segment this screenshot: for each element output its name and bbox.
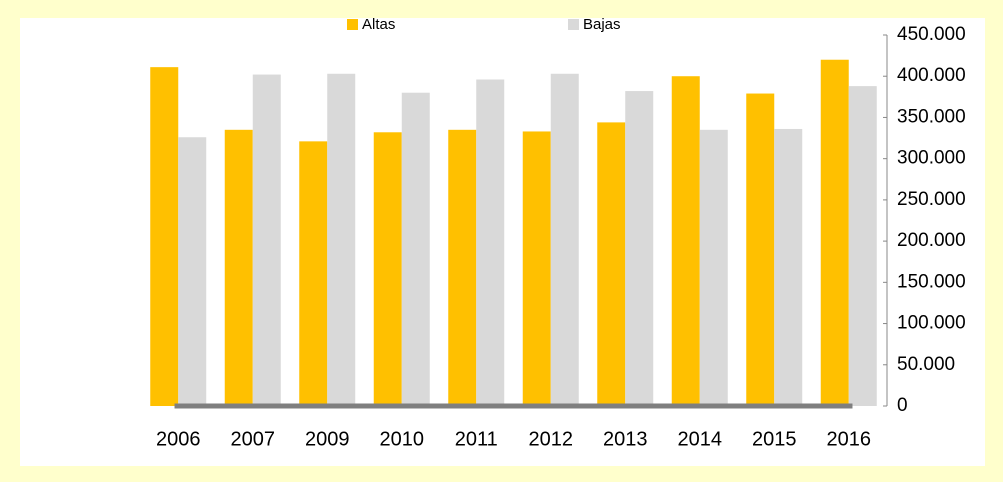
bar <box>820 59 849 406</box>
y-tick-label: 150.000 <box>897 271 966 292</box>
bar <box>848 86 877 407</box>
x-tick-label: 2007 <box>231 428 276 450</box>
y-tick-label: 200.000 <box>897 230 966 251</box>
bar <box>373 132 402 407</box>
bar <box>746 93 775 406</box>
legend-label: Bajas <box>583 16 621 33</box>
bar <box>327 73 356 406</box>
y-tick-label: 250.000 <box>897 189 966 210</box>
bar <box>401 92 430 406</box>
y-tick-label: 400.000 <box>897 65 966 86</box>
bar <box>671 76 700 406</box>
bar <box>625 91 654 406</box>
x-tick-label: 2012 <box>529 428 574 450</box>
bar <box>597 122 626 406</box>
x-tick-label: 2006 <box>156 428 201 450</box>
x-tick-label: 2010 <box>380 428 425 450</box>
bar <box>299 141 328 406</box>
y-tick-label: 50.000 <box>897 354 955 375</box>
legend-label: Altas <box>362 16 395 33</box>
x-tick-label: 2014 <box>678 428 723 450</box>
x-tick-label: 2016 <box>827 428 872 450</box>
bar <box>224 129 253 407</box>
y-tick-label: 0 <box>897 395 908 416</box>
x-tick-label: 2015 <box>752 428 797 450</box>
legend-swatch <box>568 19 579 30</box>
bar <box>178 137 207 406</box>
y-tick-label: 450.000 <box>897 24 966 45</box>
y-tick-label: 350.000 <box>897 106 966 127</box>
bar <box>550 73 579 406</box>
x-tick-label: 2013 <box>603 428 648 450</box>
bar <box>448 129 477 407</box>
y-tick-label: 300.000 <box>897 148 966 169</box>
bar <box>774 128 803 406</box>
bar <box>252 74 281 406</box>
x-tick-label: 2009 <box>305 428 350 450</box>
bar <box>699 129 728 407</box>
y-tick-label: 100.000 <box>897 313 966 334</box>
bar <box>522 131 551 406</box>
x-tick-label: 2011 <box>455 428 498 450</box>
legend-swatch <box>347 19 358 30</box>
bar <box>150 67 179 407</box>
bar <box>476 79 505 407</box>
